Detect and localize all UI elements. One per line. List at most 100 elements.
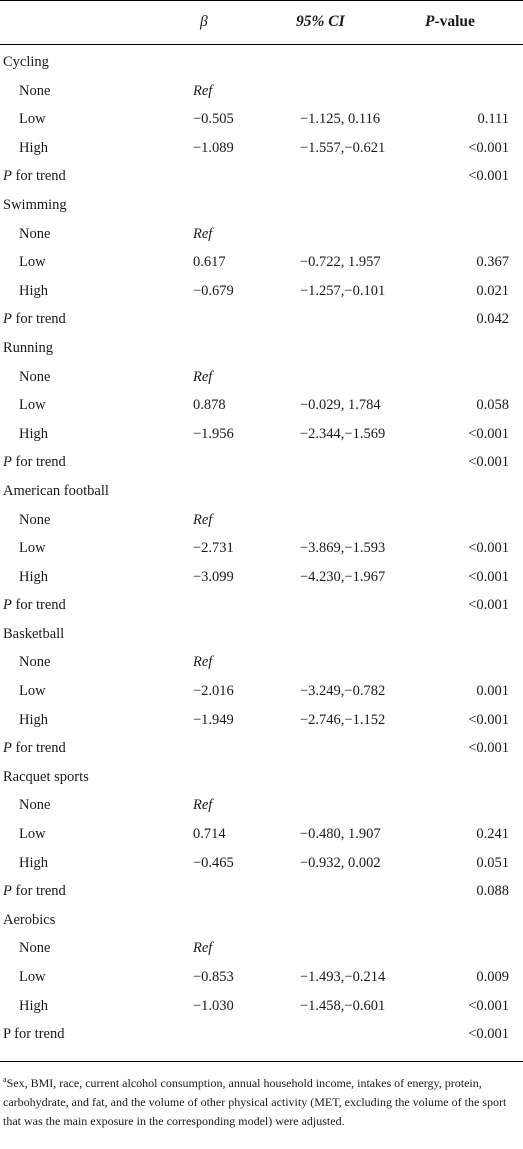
beta-cell: −3.099: [193, 568, 234, 585]
trend-row: P for trend <0.001: [0, 1020, 523, 1049]
footnote-text: Sex, BMI, race, current alcohol consumpt…: [3, 1076, 507, 1128]
p-value-cell: <0.001: [468, 1026, 509, 1043]
p-value-cell: <0.001: [468, 740, 509, 757]
ci-cell: −0.722, 1.957: [300, 254, 381, 271]
row-label: Low: [19, 540, 46, 557]
beta-cell: −0.505: [193, 111, 234, 128]
ci-cell: −1.257,−0.101: [300, 282, 386, 299]
group-row: American football: [0, 477, 523, 506]
row-label: P for trend: [3, 454, 66, 471]
trend-row: P for trend <0.001: [0, 448, 523, 477]
beta-cell: −1.030: [193, 997, 234, 1014]
ci-cell: −3.869,−1.593: [300, 540, 386, 557]
row-label: P for trend: [3, 1026, 65, 1043]
beta-cell: −1.949: [193, 711, 234, 728]
trend-row: P for trend <0.001: [0, 162, 523, 191]
beta-cell: Ref: [193, 940, 213, 957]
row-label: Low: [19, 683, 46, 700]
table-row: Low −0.505 −1.125, 0.116 0.111: [0, 105, 523, 134]
beta-cell: 0.617: [193, 254, 226, 271]
row-label: High: [19, 425, 48, 442]
ci-cell: −1.125, 0.116: [300, 111, 381, 128]
p-value-cell: 0.058: [476, 397, 509, 414]
group-row: Aerobics: [0, 906, 523, 935]
row-label: High: [19, 854, 48, 871]
p-value-cell: <0.001: [468, 597, 509, 614]
beta-cell: −0.679: [193, 282, 234, 299]
group-row: Basketball: [0, 620, 523, 649]
trend-row: P for trend <0.001: [0, 591, 523, 620]
table-row: None Ref: [0, 77, 523, 106]
row-label: High: [19, 282, 48, 299]
table-row: None Ref: [0, 934, 523, 963]
p-value-cell: <0.001: [468, 168, 509, 185]
table-row: High −1.030 −1.458,−0.601 <0.001: [0, 992, 523, 1021]
p-value-cell: <0.001: [468, 711, 509, 728]
row-label: Low: [19, 969, 46, 985]
ci-cell: −2.344,−1.569: [300, 425, 386, 442]
p-value-cell: 0.001: [476, 683, 509, 700]
p-value-cell: 0.111: [477, 111, 509, 128]
p-value-cell: 0.042: [476, 311, 509, 328]
table-row: None Ref: [0, 791, 523, 820]
row-label: American football: [3, 482, 109, 499]
beta-cell: Ref: [193, 368, 213, 385]
row-label: None: [19, 511, 51, 528]
row-label: Low: [19, 111, 46, 128]
table-row: Low −2.016 −3.249,−0.782 0.001: [0, 677, 523, 706]
row-label: Cycling: [3, 54, 49, 70]
row-label: None: [19, 368, 51, 385]
table-row: High −1.089 −1.557,−0.621 <0.001: [0, 134, 523, 163]
table-row: High −1.956 −2.344,−1.569 <0.001: [0, 420, 523, 449]
beta-cell: Ref: [193, 82, 213, 99]
header-p-value: P-value: [425, 13, 475, 30]
row-label: None: [19, 797, 51, 814]
footnote-mark: a: [3, 1075, 7, 1084]
beta-cell: 0.714: [193, 826, 226, 843]
p-value-cell: 0.021: [476, 282, 509, 299]
table-row: Low 0.878 −0.029, 1.784 0.058: [0, 391, 523, 420]
row-label: Aerobics: [3, 911, 56, 928]
row-label: Low: [19, 826, 46, 843]
row-label: High: [19, 568, 48, 585]
trend-row: P for trend 0.088: [0, 877, 523, 906]
table-row: Low 0.617 −0.722, 1.957 0.367: [0, 248, 523, 277]
header-95ci: 95% CI: [296, 13, 345, 30]
row-label: High: [19, 139, 48, 156]
table-row: Low −0.853 −1.493,−0.214 0.009: [0, 963, 523, 992]
p-value-cell: 0.051: [476, 854, 509, 871]
row-label: None: [19, 82, 51, 99]
ci-cell: −1.458,−0.601: [300, 997, 386, 1014]
table-row: None Ref: [0, 363, 523, 392]
row-label: Running: [3, 339, 53, 356]
row-label: Racquet sports: [3, 768, 89, 785]
table-row: None Ref: [0, 648, 523, 677]
beta-cell: 0.878: [193, 397, 226, 414]
row-label: None: [19, 940, 51, 957]
p-value-cell: 0.088: [476, 883, 509, 900]
ci-cell: −3.249,−0.782: [300, 683, 386, 700]
beta-cell: −2.731: [193, 540, 234, 557]
p-value-cell: <0.001: [468, 139, 509, 156]
group-row: Racquet sports: [0, 763, 523, 792]
beta-cell: Ref: [193, 654, 213, 671]
row-label: P for trend: [3, 883, 66, 900]
table-row: None Ref: [0, 506, 523, 535]
table-footnote: aSex, BMI, race, current alcohol consump…: [3, 1070, 517, 1131]
ci-cell: −0.932, 0.002: [300, 854, 381, 871]
p-value-cell: <0.001: [468, 997, 509, 1014]
table-body: Cycling None Ref Low −0.505 −1.125, 0.116 0.11…: [0, 48, 523, 1049]
ci-cell: −1.557,−0.621: [300, 139, 386, 156]
header-beta: β: [200, 13, 208, 30]
beta-cell: −0.853: [193, 969, 234, 985]
ci-cell: −0.480, 1.907: [300, 826, 381, 843]
row-label: P for trend: [3, 168, 66, 185]
beta-cell: Ref: [193, 225, 213, 242]
table-bottom-rule: [0, 1061, 523, 1062]
row-label: P for trend: [3, 597, 66, 614]
p-value-cell: 0.009: [476, 969, 509, 985]
trend-row: P for trend 0.042: [0, 305, 523, 334]
row-label: P for trend: [3, 740, 66, 757]
table-row: Low −2.731 −3.869,−1.593 <0.001: [0, 534, 523, 563]
p-value-cell: <0.001: [468, 540, 509, 557]
